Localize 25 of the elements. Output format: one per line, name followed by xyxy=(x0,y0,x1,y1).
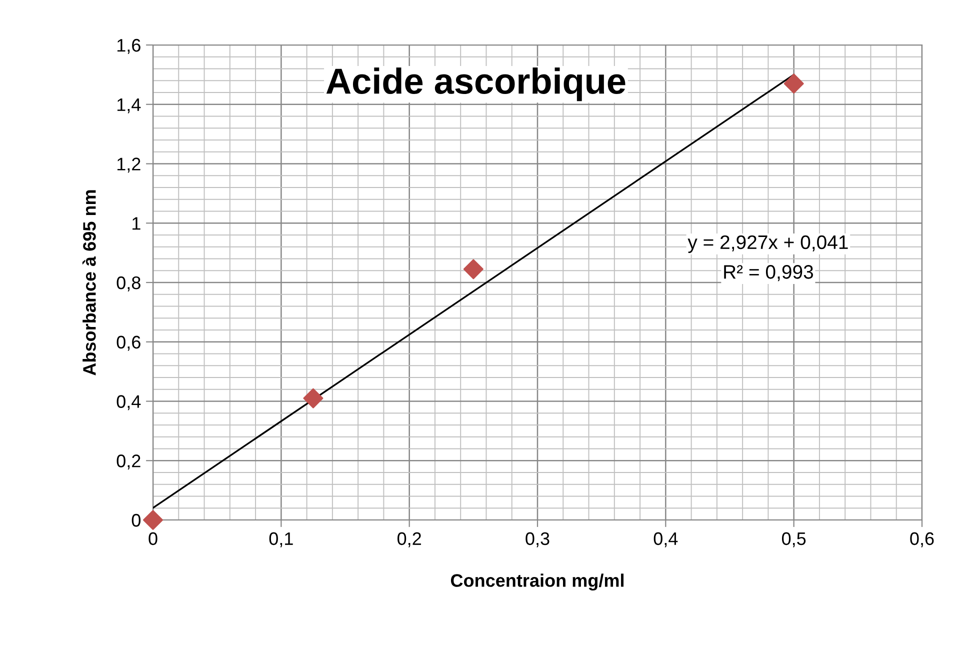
y-axis-title: Absorbance à 695 nm xyxy=(82,190,96,376)
y-tick-label: 1,4 xyxy=(117,98,141,114)
point xyxy=(463,259,484,280)
x-tick-label: 0,3 xyxy=(526,532,550,548)
x-tick-label: 0,4 xyxy=(654,532,678,548)
y-tick-label: 1 xyxy=(132,217,140,230)
annotation: R² = 0,993 xyxy=(724,265,814,282)
x-tick-label: 0 xyxy=(148,532,158,546)
y-tick-label: 1,6 xyxy=(117,38,140,54)
x-tick-label: 0,2 xyxy=(397,532,421,548)
annotation: y = 2,927x + 0,041 xyxy=(688,235,848,253)
y-tick-label: 1,2 xyxy=(117,158,140,173)
point xyxy=(784,74,804,94)
x-tick-label: 0,1 xyxy=(269,532,293,548)
point xyxy=(303,388,324,408)
x-tick-label: 0,5 xyxy=(782,532,806,548)
y-tick-label: 0,4 xyxy=(116,395,141,410)
point xyxy=(142,510,164,530)
y-tick-label: 0,8 xyxy=(116,276,140,292)
x-axis-title: Concentraion mg/ml xyxy=(450,574,624,591)
text: Acide ascorbique xyxy=(326,67,626,102)
y-tick-label: 0,6 xyxy=(116,336,140,351)
x-tick-label: 0,6 xyxy=(910,532,934,548)
y-tick-label: 0 xyxy=(132,514,140,527)
y-tick-label: 0,2 xyxy=(116,454,140,470)
